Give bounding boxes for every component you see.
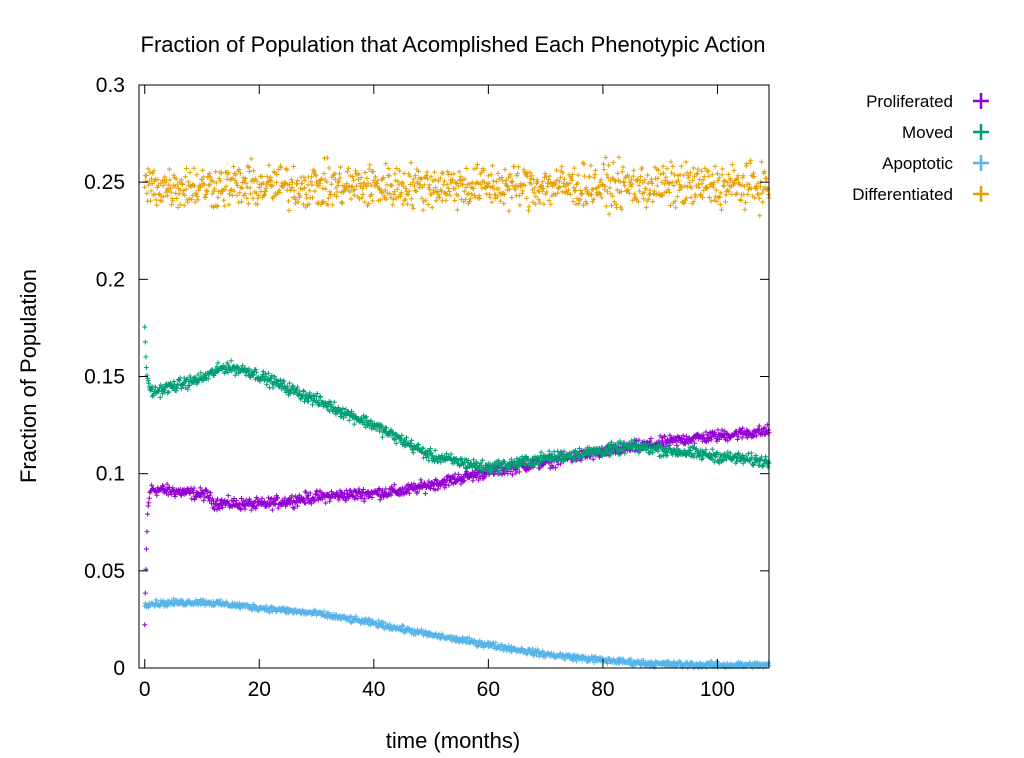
series-apoptotic — [142, 596, 772, 671]
legend-marker-moved — [973, 124, 989, 140]
y-tick-label: 0.25 — [84, 171, 125, 194]
series-moved — [142, 324, 772, 476]
series-points-moved — [142, 324, 772, 476]
plot-area — [142, 154, 772, 671]
series-points-differentiated — [142, 154, 772, 219]
y-tick-label: 0.1 — [96, 463, 125, 486]
legend-marker-differentiated — [973, 186, 989, 202]
x-tick-label: 60 — [477, 678, 500, 701]
x-tick-label: 100 — [700, 678, 735, 701]
legend-marker-apoptotic — [973, 155, 989, 171]
legend-marker-proliferated — [973, 93, 989, 109]
series-differentiated — [142, 154, 772, 219]
x-tick-label: 40 — [362, 678, 385, 701]
x-axis-label: time (months) — [386, 728, 520, 753]
y-tick-label: 0.2 — [96, 268, 125, 291]
chart-title: Fraction of Population that Acomplished … — [141, 32, 766, 57]
legend: Proliferated Moved Apoptotic Differentiated — [852, 92, 989, 204]
legend-label-differentiated: Differentiated — [852, 185, 953, 204]
axis-ticks: 0 20 40 60 80 100 0 0.05 0.1 0.15 0.2 0.25 0.3 — [84, 74, 769, 701]
x-tick-label: 80 — [591, 678, 614, 701]
x-tick-label: 20 — [248, 678, 271, 701]
x-tick-label: 0 — [139, 678, 151, 701]
y-tick-label: 0.15 — [84, 366, 125, 389]
y-axis-label: Fraction of Population — [16, 269, 41, 483]
legend-label-proliferated: Proliferated — [866, 92, 953, 111]
y-tick-label: 0.3 — [96, 74, 125, 97]
legend-label-moved: Moved — [902, 123, 953, 142]
y-tick-label: 0 — [113, 657, 125, 680]
series-points-apoptotic — [142, 596, 772, 671]
legend-label-apoptotic: Apoptotic — [882, 154, 953, 173]
y-tick-label: 0.05 — [84, 560, 125, 583]
